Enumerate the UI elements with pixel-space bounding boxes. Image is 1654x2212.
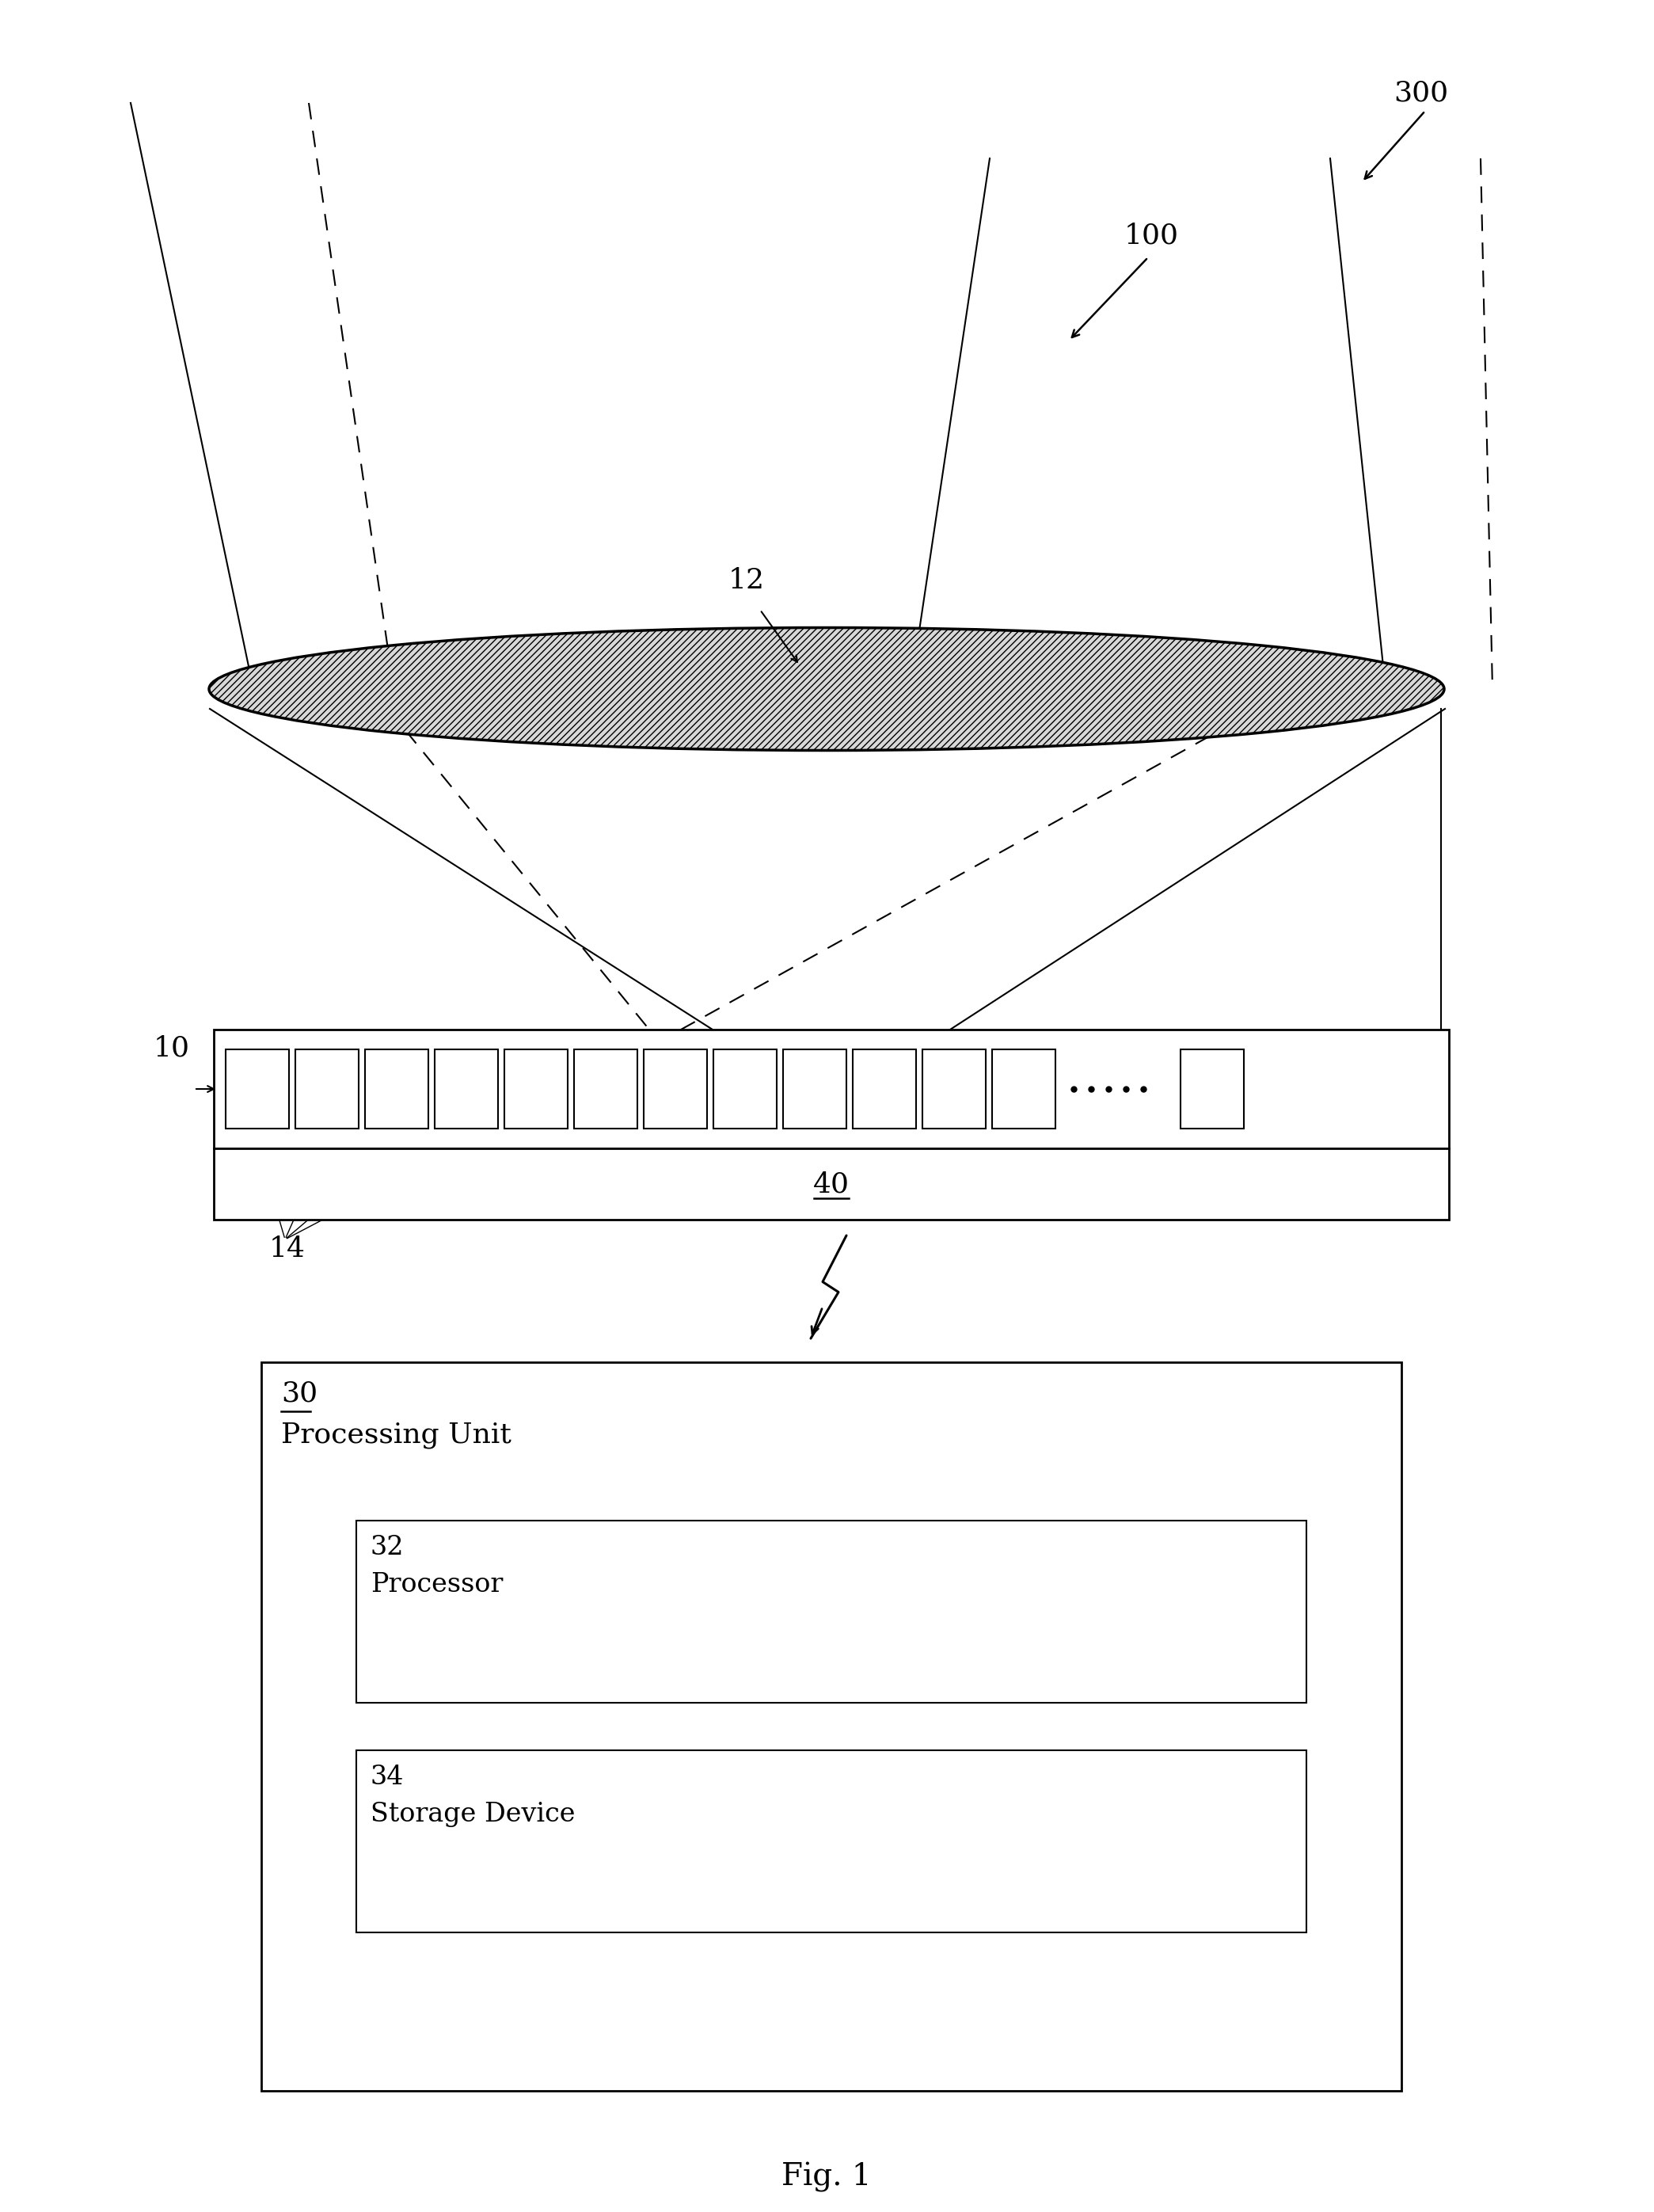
Text: 12: 12 <box>728 566 764 595</box>
Bar <box>435 1048 498 1128</box>
Bar <box>643 1048 706 1128</box>
Bar <box>366 1048 428 1128</box>
Text: Storage Device: Storage Device <box>370 1803 576 1827</box>
Text: 14: 14 <box>270 1237 306 1263</box>
Bar <box>225 1048 289 1128</box>
Bar <box>923 1048 986 1128</box>
Bar <box>356 1750 1307 1933</box>
Bar <box>574 1048 637 1128</box>
Bar <box>782 1048 847 1128</box>
Bar <box>296 1048 359 1128</box>
Text: 30: 30 <box>281 1380 318 1407</box>
Bar <box>356 1520 1307 1703</box>
Bar <box>261 1363 1401 2090</box>
Bar <box>213 1029 1449 1148</box>
Text: 32: 32 <box>370 1535 404 1559</box>
Ellipse shape <box>208 628 1444 750</box>
Text: Fig. 1: Fig. 1 <box>782 2161 872 2192</box>
Text: 300: 300 <box>1394 80 1449 106</box>
Text: 34: 34 <box>370 1765 404 1790</box>
Text: Processing Unit: Processing Unit <box>281 1422 511 1449</box>
Text: 10: 10 <box>154 1035 190 1062</box>
Bar <box>1181 1048 1244 1128</box>
Bar <box>213 1148 1449 1219</box>
Text: 40: 40 <box>814 1170 850 1197</box>
Bar <box>504 1048 567 1128</box>
Bar <box>853 1048 916 1128</box>
Bar <box>713 1048 777 1128</box>
Text: 100: 100 <box>1125 221 1179 248</box>
Text: Processor: Processor <box>370 1573 503 1597</box>
Bar <box>992 1048 1055 1128</box>
